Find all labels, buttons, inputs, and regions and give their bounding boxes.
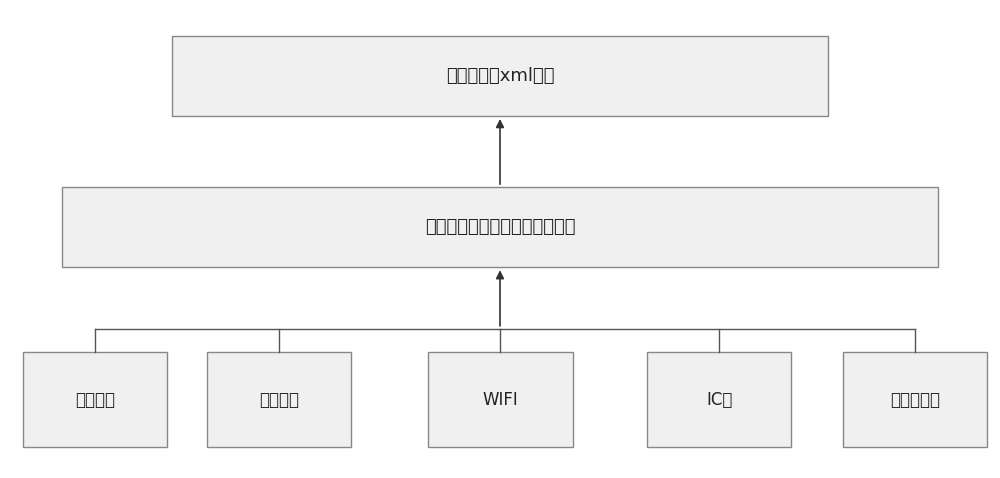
FancyBboxPatch shape <box>62 187 938 267</box>
Text: 停车场系统: 停车场系统 <box>890 391 940 409</box>
FancyBboxPatch shape <box>23 352 167 447</box>
FancyBboxPatch shape <box>207 352 351 447</box>
Text: WIFI: WIFI <box>483 391 518 409</box>
FancyBboxPatch shape <box>428 352 573 447</box>
FancyBboxPatch shape <box>172 36 828 116</box>
Text: IC卡: IC卡 <box>706 391 732 409</box>
Text: 监视视频: 监视视频 <box>75 391 115 409</box>
Text: 基于设备感知层协议的转换接口: 基于设备感知层协议的转换接口 <box>425 218 575 236</box>
FancyBboxPatch shape <box>843 352 987 447</box>
Text: 门禁系统: 门禁系统 <box>259 391 299 409</box>
Text: 统一标准的xml文件: 统一标准的xml文件 <box>446 67 554 85</box>
FancyBboxPatch shape <box>647 352 791 447</box>
